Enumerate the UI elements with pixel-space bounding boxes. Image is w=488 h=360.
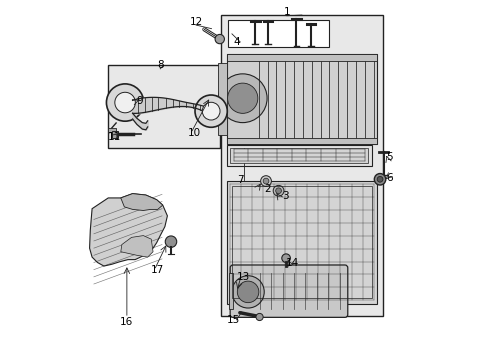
Text: 5: 5	[386, 152, 392, 162]
Bar	[221, 15, 382, 316]
Bar	[228, 273, 233, 309]
Circle shape	[260, 176, 271, 186]
Circle shape	[273, 185, 284, 196]
Circle shape	[275, 188, 281, 194]
Polygon shape	[89, 194, 167, 266]
Circle shape	[373, 174, 385, 185]
Text: 17: 17	[151, 265, 164, 275]
Bar	[228, 21, 328, 47]
FancyBboxPatch shape	[230, 265, 347, 318]
Polygon shape	[121, 194, 163, 211]
Circle shape	[231, 276, 264, 308]
Bar	[217, 63, 226, 135]
Circle shape	[106, 84, 143, 121]
Bar	[112, 131, 118, 138]
Bar	[226, 54, 376, 61]
Circle shape	[281, 254, 290, 262]
Text: 1: 1	[283, 7, 289, 17]
Text: 16: 16	[120, 317, 133, 327]
Bar	[226, 138, 376, 144]
Text: 14: 14	[285, 258, 299, 268]
Circle shape	[195, 95, 227, 127]
Circle shape	[227, 83, 257, 113]
Bar	[231, 186, 371, 298]
Text: 9: 9	[136, 96, 143, 106]
Circle shape	[202, 102, 220, 120]
Bar	[226, 145, 371, 166]
Text: 4: 4	[233, 37, 240, 47]
Text: 10: 10	[187, 129, 201, 138]
Polygon shape	[121, 235, 153, 257]
Text: 7: 7	[236, 175, 243, 185]
Circle shape	[255, 314, 263, 320]
Circle shape	[263, 178, 268, 184]
Text: 6: 6	[386, 173, 392, 183]
Bar	[230, 148, 367, 163]
Circle shape	[215, 35, 224, 44]
Text: 8: 8	[157, 60, 163, 70]
Circle shape	[165, 236, 176, 247]
Text: 11: 11	[108, 132, 121, 142]
Circle shape	[237, 281, 258, 303]
Bar	[107, 65, 220, 148]
Text: 12: 12	[189, 17, 203, 27]
Circle shape	[218, 74, 266, 123]
Text: 3: 3	[282, 191, 288, 201]
Bar	[108, 128, 116, 132]
Text: 2: 2	[264, 184, 270, 194]
Circle shape	[376, 176, 382, 182]
Text: 15: 15	[226, 315, 239, 325]
Bar	[226, 181, 376, 304]
Text: 13: 13	[237, 272, 250, 282]
Bar	[226, 54, 376, 144]
Circle shape	[115, 92, 135, 113]
